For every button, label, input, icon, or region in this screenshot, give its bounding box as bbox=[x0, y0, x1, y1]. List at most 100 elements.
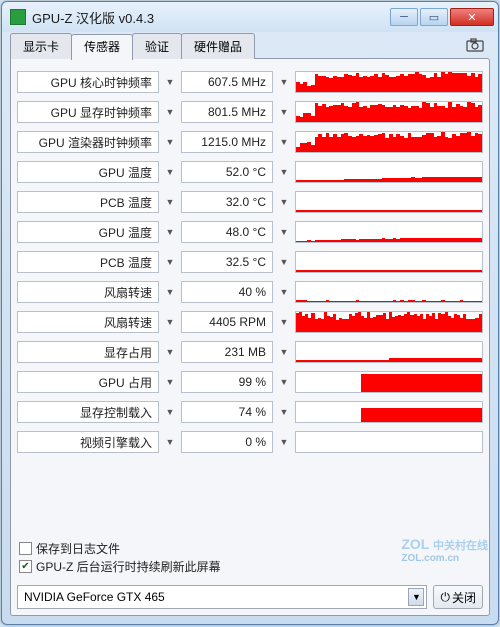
sensor-label-dropdown[interactable]: ▼ bbox=[163, 101, 177, 123]
minimize-button[interactable]: ─ bbox=[390, 8, 418, 26]
sensor-graph[interactable] bbox=[295, 371, 483, 393]
sensor-row: PCB 温度▼32.0 °C▼ bbox=[17, 187, 483, 217]
sensor-label-dropdown[interactable]: ▼ bbox=[163, 251, 177, 273]
sensor-label: GPU 显存时钟频率 bbox=[17, 101, 159, 123]
sensor-label-dropdown[interactable]: ▼ bbox=[163, 221, 177, 243]
sensor-value-dropdown[interactable]: ▼ bbox=[277, 191, 291, 213]
sensor-row: 显存控制载入▼74 %▼ bbox=[17, 397, 483, 427]
sensor-label-dropdown[interactable]: ▼ bbox=[163, 71, 177, 93]
sensor-label-dropdown[interactable]: ▼ bbox=[163, 311, 177, 333]
sensor-label: 显存控制载入 bbox=[17, 401, 159, 423]
sensor-value-dropdown[interactable]: ▼ bbox=[277, 161, 291, 183]
refresh-bg-checkbox[interactable]: ✔ bbox=[19, 560, 32, 573]
sensor-graph[interactable] bbox=[295, 281, 483, 303]
sensor-label: GPU 占用 bbox=[17, 371, 159, 393]
sensor-graph[interactable] bbox=[295, 341, 483, 363]
save-log-label: 保存到日志文件 bbox=[36, 540, 120, 557]
sensor-label-dropdown[interactable]: ▼ bbox=[163, 191, 177, 213]
sensor-graph[interactable] bbox=[295, 191, 483, 213]
sensor-graph[interactable] bbox=[295, 101, 483, 123]
sensor-value: 1215.0 MHz bbox=[181, 131, 273, 153]
close-window-button[interactable]: ✕ bbox=[450, 8, 494, 26]
sensor-label-dropdown[interactable]: ▼ bbox=[163, 281, 177, 303]
sensor-label-dropdown[interactable]: ▼ bbox=[163, 431, 177, 453]
refresh-bg-row[interactable]: ✔ GPU-Z 后台运行时持续刷新此屏幕 bbox=[19, 557, 481, 575]
sensor-label-dropdown[interactable]: ▼ bbox=[163, 341, 177, 363]
app-icon bbox=[10, 9, 26, 25]
sensor-value-dropdown[interactable]: ▼ bbox=[277, 341, 291, 363]
chevron-down-icon[interactable]: ▼ bbox=[408, 588, 424, 606]
titlebar[interactable]: GPU-Z 汉化版 v0.4.3 ─ ▭ ✕ bbox=[2, 2, 498, 32]
sensor-value-dropdown[interactable]: ▼ bbox=[277, 71, 291, 93]
save-log-row[interactable]: 保存到日志文件 bbox=[19, 539, 481, 557]
sensor-label-dropdown[interactable]: ▼ bbox=[163, 131, 177, 153]
screenshot-icon[interactable] bbox=[460, 32, 490, 58]
maximize-button[interactable]: ▭ bbox=[420, 8, 448, 26]
sensor-label: 显存占用 bbox=[17, 341, 159, 363]
sensor-value: 231 MB bbox=[181, 341, 273, 363]
window-title: GPU-Z 汉化版 v0.4.3 bbox=[32, 8, 390, 27]
app-window: GPU-Z 汉化版 v0.4.3 ─ ▭ ✕ 显示卡 传感器 验证 硬件赠品 G… bbox=[1, 1, 499, 625]
sensor-label-dropdown[interactable]: ▼ bbox=[163, 401, 177, 423]
sensor-row: 风扇转速▼4405 RPM▼ bbox=[17, 307, 483, 337]
sensor-graph[interactable] bbox=[295, 131, 483, 153]
sensor-value-dropdown[interactable]: ▼ bbox=[277, 131, 291, 153]
sensor-graph[interactable] bbox=[295, 221, 483, 243]
sensor-label: GPU 温度 bbox=[17, 161, 159, 183]
sensor-row: 显存占用▼231 MB▼ bbox=[17, 337, 483, 367]
sensor-row: 视频引擎载入▼0 %▼ bbox=[17, 427, 483, 457]
tab-validation[interactable]: 验证 bbox=[132, 33, 182, 59]
sensor-value: 4405 RPM bbox=[181, 311, 273, 333]
sensor-value-dropdown[interactable]: ▼ bbox=[277, 101, 291, 123]
sensor-row: GPU 显存时钟频率▼801.5 MHz▼ bbox=[17, 97, 483, 127]
close-button[interactable]: ⏻ 关闭 bbox=[433, 585, 483, 609]
sensor-graph[interactable] bbox=[295, 401, 483, 423]
sensor-value-dropdown[interactable]: ▼ bbox=[277, 401, 291, 423]
sensor-graph[interactable] bbox=[295, 431, 483, 453]
client-area: 显示卡 传感器 验证 硬件赠品 GPU 核心时钟频率▼607.5 MHz▼GPU… bbox=[10, 32, 490, 616]
sensor-value: 32.5 °C bbox=[181, 251, 273, 273]
bottom-controls: 保存到日志文件 ✔ GPU-Z 后台运行时持续刷新此屏幕 bbox=[17, 535, 483, 579]
sensor-value: 0 % bbox=[181, 431, 273, 453]
window-buttons: ─ ▭ ✕ bbox=[390, 8, 494, 26]
tab-sensors[interactable]: 传感器 bbox=[71, 34, 133, 60]
gpu-select-value: NVIDIA GeForce GTX 465 bbox=[24, 590, 165, 604]
sensor-row: 风扇转速▼40 %▼ bbox=[17, 277, 483, 307]
sensor-label-dropdown[interactable]: ▼ bbox=[163, 371, 177, 393]
sensor-value: 607.5 MHz bbox=[181, 71, 273, 93]
sensor-value: 40 % bbox=[181, 281, 273, 303]
sensor-value: 48.0 °C bbox=[181, 221, 273, 243]
sensor-label-dropdown[interactable]: ▼ bbox=[163, 161, 177, 183]
sensor-graph[interactable] bbox=[295, 251, 483, 273]
save-log-checkbox[interactable] bbox=[19, 542, 32, 555]
sensor-value-dropdown[interactable]: ▼ bbox=[277, 221, 291, 243]
sensor-row: GPU 温度▼48.0 °C▼ bbox=[17, 217, 483, 247]
power-icon: ⏻ bbox=[440, 590, 450, 605]
sensor-value: 32.0 °C bbox=[181, 191, 273, 213]
sensor-label: GPU 渲染器时钟频率 bbox=[17, 131, 159, 153]
sensor-row: GPU 渲染器时钟频率▼1215.0 MHz▼ bbox=[17, 127, 483, 157]
tab-graphics-card[interactable]: 显示卡 bbox=[10, 33, 72, 59]
sensor-label: 风扇转速 bbox=[17, 281, 159, 303]
sensor-row: PCB 温度▼32.5 °C▼ bbox=[17, 247, 483, 277]
sensor-rows: GPU 核心时钟频率▼607.5 MHz▼GPU 显存时钟频率▼801.5 MH… bbox=[17, 67, 483, 535]
sensor-row: GPU 占用▼99 %▼ bbox=[17, 367, 483, 397]
sensor-value-dropdown[interactable]: ▼ bbox=[277, 311, 291, 333]
sensor-value: 74 % bbox=[181, 401, 273, 423]
sensor-value: 801.5 MHz bbox=[181, 101, 273, 123]
gpu-select[interactable]: NVIDIA GeForce GTX 465 ▼ bbox=[17, 585, 427, 609]
sensor-value-dropdown[interactable]: ▼ bbox=[277, 431, 291, 453]
sensor-graph[interactable] bbox=[295, 161, 483, 183]
sensor-value-dropdown[interactable]: ▼ bbox=[277, 371, 291, 393]
tab-hardware-gifts[interactable]: 硬件赠品 bbox=[181, 33, 255, 59]
sensor-label: GPU 核心时钟频率 bbox=[17, 71, 159, 93]
sensor-value-dropdown[interactable]: ▼ bbox=[277, 281, 291, 303]
refresh-bg-label: GPU-Z 后台运行时持续刷新此屏幕 bbox=[36, 558, 221, 575]
sensor-graph[interactable] bbox=[295, 71, 483, 93]
sensor-label: 视频引擎载入 bbox=[17, 431, 159, 453]
sensor-label: PCB 温度 bbox=[17, 251, 159, 273]
sensor-label: GPU 温度 bbox=[17, 221, 159, 243]
sensor-graph[interactable] bbox=[295, 311, 483, 333]
sensor-row: GPU 温度▼52.0 °C▼ bbox=[17, 157, 483, 187]
sensor-value-dropdown[interactable]: ▼ bbox=[277, 251, 291, 273]
